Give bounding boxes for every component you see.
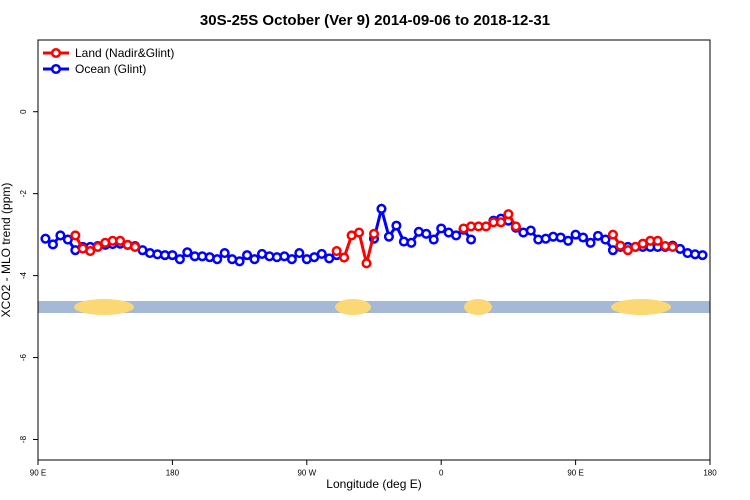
data-point — [167, 250, 178, 261]
data-point — [85, 245, 96, 257]
data-point — [697, 250, 708, 261]
data-point — [234, 256, 245, 267]
y-tick-label: 0 — [19, 109, 28, 114]
data-point — [383, 231, 394, 242]
data-point — [376, 203, 387, 214]
x-tick-label: 90 W — [297, 469, 316, 478]
data-point — [70, 230, 81, 241]
data-point — [62, 234, 73, 245]
data-point — [174, 254, 185, 265]
x-tick-label: 0 — [439, 469, 444, 478]
data-point — [286, 254, 297, 265]
data-point — [47, 239, 58, 250]
legend-marker — [50, 63, 62, 75]
data-point — [607, 229, 618, 240]
data-point — [652, 235, 663, 246]
data-point — [55, 230, 66, 241]
data-point — [495, 217, 506, 228]
land-ocean-band — [38, 299, 710, 315]
legend-label: Land (Nadir&Glint) — [75, 46, 174, 60]
data-point — [466, 234, 477, 245]
data-point — [578, 232, 589, 243]
x-tick-label: 90 E — [567, 469, 583, 478]
data-point — [592, 230, 604, 241]
data-point — [92, 241, 103, 252]
data-point — [368, 228, 380, 239]
data-point — [316, 248, 327, 259]
data-point — [182, 247, 193, 258]
x-axis-label: Longitude (deg E) — [326, 477, 421, 491]
data-point — [667, 241, 678, 252]
x-tick-label: 90 E — [30, 469, 46, 478]
y-axis-label: XCO2 - MLO trend (ppm) — [0, 183, 13, 318]
data-point — [361, 258, 372, 269]
data-point — [480, 221, 492, 232]
data-point — [563, 235, 574, 246]
data-point — [354, 227, 365, 238]
data-point — [525, 225, 536, 236]
y-tick-label: -4 — [19, 272, 28, 280]
data-point — [212, 254, 223, 265]
data-point — [339, 252, 350, 263]
data-point — [503, 209, 514, 220]
data-point — [436, 223, 447, 234]
data-point — [130, 241, 141, 252]
x-tick-label: 180 — [166, 469, 180, 478]
chart-title: 30S-25S October (Ver 9) 2014-09-06 to 20… — [200, 12, 550, 29]
data-point — [294, 248, 305, 259]
data-point — [391, 220, 402, 231]
data-point — [40, 233, 51, 244]
legend-label: Ocean (Glint) — [75, 62, 146, 76]
plot-frame — [37, 39, 711, 461]
x-tick-label: 180 — [703, 469, 717, 478]
data-point — [510, 221, 521, 232]
data-point — [249, 254, 260, 265]
legend-marker — [50, 47, 62, 59]
y-tick-label: -6 — [19, 353, 28, 361]
data-point — [615, 240, 626, 251]
data-point — [406, 237, 417, 248]
y-tick-label: -8 — [19, 435, 28, 443]
data-point — [219, 248, 230, 259]
data-point — [331, 245, 342, 257]
data-point — [428, 234, 439, 245]
y-tick-label: -2 — [19, 190, 28, 198]
data-point — [585, 237, 596, 248]
data-point — [242, 250, 253, 261]
data-point — [600, 234, 611, 245]
data-point — [451, 230, 462, 241]
data-point — [421, 228, 432, 239]
data-point — [115, 235, 126, 246]
